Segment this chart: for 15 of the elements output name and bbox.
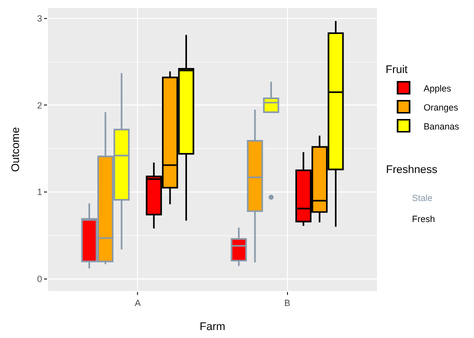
- x-axis-title: Farm: [200, 321, 226, 333]
- legend-label: Apples: [424, 83, 452, 94]
- x-tick-label: B: [284, 298, 290, 308]
- x-tick-label: A: [134, 298, 141, 308]
- text: Fresh: [412, 214, 436, 224]
- text: Freshness: [386, 164, 438, 176]
- y-tick-label: 2: [37, 100, 42, 110]
- legend-label: Oranges: [424, 102, 459, 112]
- y-tick-label: 3: [37, 14, 42, 24]
- legend-title: Fruit: [386, 64, 408, 76]
- text: Stale: [412, 193, 433, 203]
- y-tick-label: 0: [37, 274, 42, 284]
- legend-label: Bananas: [424, 121, 460, 132]
- y-axis-title: Outcome: [10, 127, 22, 172]
- y-tick-label: 1: [37, 187, 42, 198]
